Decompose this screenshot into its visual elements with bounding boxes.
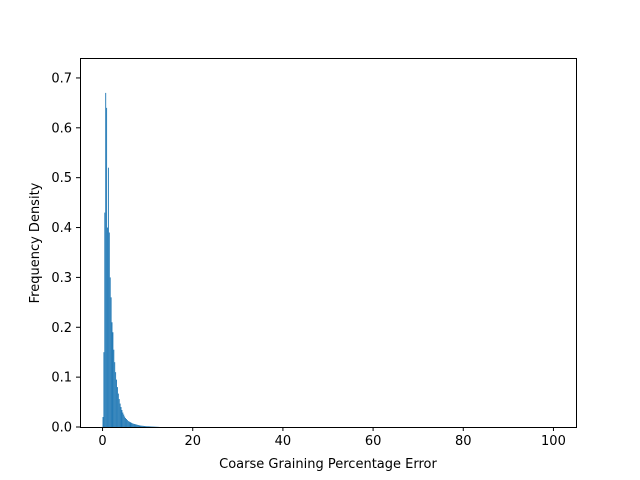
histogram-bar bbox=[115, 372, 117, 427]
histogram-bar bbox=[141, 425, 143, 427]
x-tick-label: 80 bbox=[455, 434, 472, 449]
y-axis: 0.0 0.1 0.2 0.3 0.4 0.5 0.6 0.7 bbox=[51, 71, 80, 436]
x-tick-label: 60 bbox=[365, 434, 382, 449]
histogram-bar bbox=[126, 420, 128, 427]
x-tick-label: 0 bbox=[98, 434, 106, 449]
x-tick-label: 100 bbox=[541, 434, 566, 449]
histogram-bar bbox=[109, 277, 111, 427]
x-axis: 0 20 40 60 80 100 bbox=[98, 427, 566, 449]
histogram-bar bbox=[120, 407, 122, 427]
histogram-bar bbox=[125, 418, 126, 427]
y-tick-label: 0.5 bbox=[51, 171, 72, 186]
y-tick-label: 0.7 bbox=[51, 71, 72, 86]
histogram-bar bbox=[135, 424, 137, 427]
histogram-bar bbox=[116, 387, 118, 427]
histogram-bar bbox=[110, 297, 112, 427]
histogram-bar bbox=[129, 422, 131, 427]
histogram-bar bbox=[148, 426, 150, 427]
y-tick-label: 0.0 bbox=[51, 421, 72, 436]
histogram-bar bbox=[125, 419, 127, 427]
histogram-bar bbox=[144, 426, 145, 427]
histogram-bar bbox=[111, 322, 113, 427]
histogram-bar bbox=[124, 416, 126, 427]
histogram-bar bbox=[133, 423, 135, 427]
histogram-bar bbox=[102, 417, 104, 427]
y-tick-label: 0.3 bbox=[51, 271, 72, 286]
histogram-bar bbox=[107, 227, 108, 427]
histogram-bar bbox=[117, 393, 119, 427]
histogram-bar bbox=[135, 424, 136, 427]
histogram-bar bbox=[147, 426, 149, 427]
histogram-bar bbox=[142, 425, 144, 427]
x-tick-label: 20 bbox=[184, 434, 201, 449]
histogram-bar bbox=[146, 426, 148, 427]
histogram-bar bbox=[123, 414, 125, 427]
x-axis-label: Coarse Graining Percentage Error bbox=[219, 457, 437, 472]
histogram-bar bbox=[130, 422, 132, 427]
y-tick-label: 0.4 bbox=[51, 221, 72, 236]
histogram-bar bbox=[139, 425, 141, 427]
histogram-bar bbox=[103, 352, 105, 427]
x-tick-label: 40 bbox=[275, 434, 292, 449]
histogram-bars bbox=[102, 92, 160, 428]
y-tick-label: 0.6 bbox=[51, 121, 72, 136]
histogram-bar bbox=[127, 421, 129, 427]
histogram-bar bbox=[114, 362, 116, 427]
histogram-bar bbox=[106, 107, 108, 427]
histogram-bar bbox=[116, 379, 117, 427]
histogram-bar bbox=[122, 412, 124, 427]
histogram-bar bbox=[132, 423, 134, 427]
histogram-bar bbox=[137, 425, 139, 427]
histogram-bar bbox=[144, 426, 146, 427]
histogram-bar bbox=[108, 232, 110, 427]
histogram-bar bbox=[145, 426, 147, 427]
histogram-bar bbox=[149, 426, 151, 427]
plot-frame bbox=[80, 58, 577, 428]
histogram-bar bbox=[150, 426, 152, 427]
histogram-bar bbox=[121, 410, 123, 427]
histogram-bar bbox=[128, 421, 130, 427]
histogram-bar bbox=[140, 425, 142, 427]
histogram-bar bbox=[119, 403, 121, 427]
histogram-bar bbox=[136, 424, 138, 427]
histogram-bar bbox=[107, 167, 109, 427]
histogram-bar bbox=[138, 425, 140, 427]
histogram-bar bbox=[131, 423, 133, 427]
histogram-bar bbox=[118, 399, 120, 427]
y-tick-label: 0.2 bbox=[51, 321, 72, 336]
histogram-bar bbox=[105, 92, 107, 428]
y-tick-label: 0.1 bbox=[51, 371, 72, 386]
y-axis-label: Frequency Density bbox=[28, 182, 43, 303]
histogram-bar bbox=[143, 425, 145, 427]
histogram-bar bbox=[104, 212, 106, 427]
histogram-bar bbox=[113, 349, 115, 427]
histogram-bar bbox=[134, 424, 136, 427]
histogram-bar bbox=[112, 332, 114, 427]
